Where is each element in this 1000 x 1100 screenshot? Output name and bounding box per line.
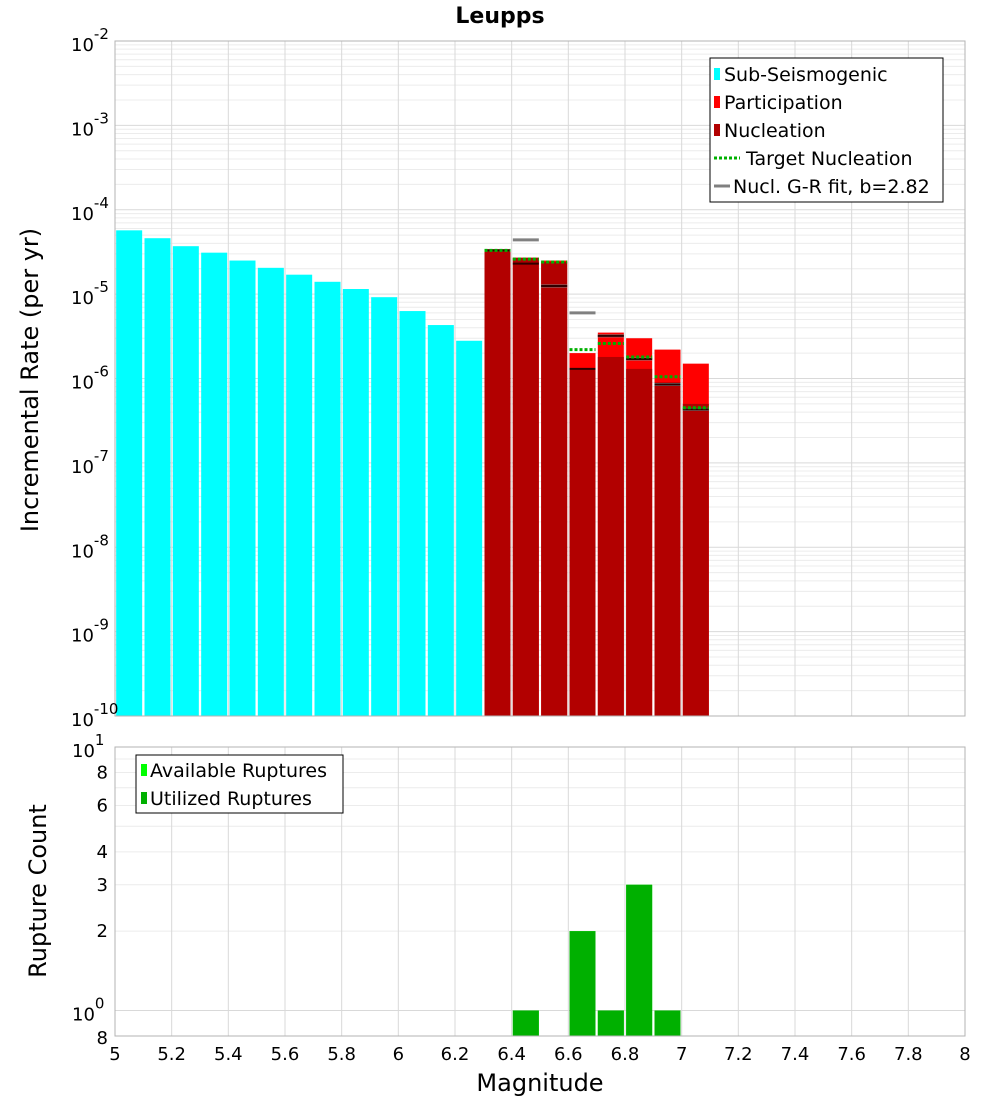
utilized-ruptures-bar xyxy=(654,1010,681,1036)
top-y-tick-label: 10-6 xyxy=(71,363,109,394)
nucleation-bar xyxy=(626,368,653,716)
legend-swatch xyxy=(714,68,720,80)
sub-seismogenic-bar xyxy=(116,230,143,716)
top-y-tick-label: 10-8 xyxy=(71,531,109,562)
bottom-y-tick-label: 8 xyxy=(97,1028,108,1049)
legend-swatch xyxy=(141,792,147,804)
sub-seismogenic-bar xyxy=(172,246,199,716)
top-y-tick-label: 10-9 xyxy=(71,616,109,647)
legend-swatch xyxy=(714,96,720,108)
bottom-y-tick-label: 3 xyxy=(97,875,108,896)
bottom-y-tick-label: 8 xyxy=(97,763,108,784)
legend-label: Available Ruptures xyxy=(150,760,327,782)
sub-seismogenic-bar xyxy=(342,289,369,716)
bottom-y-tick-label: 101 xyxy=(72,731,104,762)
chart-title: Leupps xyxy=(455,4,544,29)
top-y-tick-labels: 10-10 10-9 10-8 10-7 10-6 10-5 10-4 10-3 10-2 xyxy=(71,25,118,731)
sub-seismogenic-bar xyxy=(144,238,171,716)
sub-seismogenic-bar xyxy=(456,340,483,716)
legend-swatch xyxy=(714,124,720,136)
top-y-tick-label: 10-10 xyxy=(71,700,118,731)
top-y-axis-label: Incremental Rate (per yr) xyxy=(16,228,44,532)
legend-label: Nucleation xyxy=(724,120,826,142)
bottom-legend: Available Ruptures Utilized Ruptures xyxy=(135,754,344,814)
legend-label: Nucl. G-R fit, b=2.82 xyxy=(733,176,930,198)
top-grid xyxy=(114,40,966,717)
nucleation-bar xyxy=(654,382,681,716)
bottom-y-axis-label: Rupture Count xyxy=(24,804,52,978)
x-tick-label: 8 xyxy=(959,1044,970,1065)
nucleation-bar xyxy=(512,257,539,716)
x-tick-labels: 5 5.2 5.4 5.6 5.8 6 6.2 6.4 6.6 6.8 7 7.2 7.4 7.6 7.8 8 xyxy=(109,1044,970,1065)
utilized-ruptures-bar xyxy=(626,884,653,1036)
legend-label: Sub-Seismogenic xyxy=(724,64,888,86)
utilized-ruptures-bar xyxy=(512,1010,539,1036)
bottom-y-tick-label: 100 xyxy=(72,994,104,1025)
x-tick-label: 6 xyxy=(393,1044,404,1065)
x-tick-label: 7.4 xyxy=(781,1044,810,1065)
utilized-ruptures-bar xyxy=(569,931,596,1036)
top-lines xyxy=(484,238,709,411)
x-tick-label: 6.2 xyxy=(441,1044,470,1065)
x-tick-label: 7.6 xyxy=(837,1044,866,1065)
x-tick-label: 5.6 xyxy=(271,1044,300,1065)
x-tick-label: 5.2 xyxy=(157,1044,186,1065)
sub-seismogenic-bar xyxy=(229,260,256,716)
x-tick-label: 7.2 xyxy=(724,1044,753,1065)
sub-seismogenic-bar xyxy=(427,325,454,716)
top-y-tick-label: 10-5 xyxy=(71,278,109,309)
top-y-tick-label: 10-4 xyxy=(71,194,109,225)
sub-seismogenic-bar xyxy=(286,274,313,716)
legend-swatch xyxy=(141,764,147,776)
bottom-plot-border xyxy=(114,746,966,1037)
x-tick-label: 7.8 xyxy=(894,1044,923,1065)
bottom-y-tick-label: 2 xyxy=(97,921,108,942)
sub-seismogenic-bar xyxy=(399,311,426,716)
nucleation-bar xyxy=(541,262,568,716)
top-legend-box xyxy=(709,57,944,203)
top-legend: Sub-Seismogenic Participation Nucleation Ta… xyxy=(709,57,944,203)
x-tick-label: 6.6 xyxy=(554,1044,583,1065)
sub-seismogenic-bar xyxy=(371,297,398,716)
top-plot-border xyxy=(114,40,966,717)
nucleation-bar xyxy=(569,368,596,716)
sub-seismogenic-bar xyxy=(314,281,341,716)
top-y-tick-label: 10-2 xyxy=(71,25,109,56)
bottom-bars xyxy=(512,884,681,1036)
sub-seismogenic-bar xyxy=(201,252,228,716)
nucleation-bar xyxy=(597,356,624,716)
bottom-y-tick-label: 4 xyxy=(97,842,108,863)
x-axis-label: Magnitude xyxy=(476,1069,603,1097)
legend-label: Target Nucleation xyxy=(745,148,913,170)
nucleation-bar xyxy=(682,403,709,716)
top-y-tick-label: 10-7 xyxy=(71,447,109,478)
top-y-tick-label: 10-3 xyxy=(71,109,109,140)
x-tick-label: 5 xyxy=(109,1044,120,1065)
top-panel: 10-10 10-9 10-8 10-7 10-6 10-5 10-4 10-3 10-2 In… xyxy=(16,25,966,731)
sub-seismogenic-bar xyxy=(257,267,284,716)
legend-label: Utilized Ruptures xyxy=(150,788,312,810)
bottom-y-tick-label: 6 xyxy=(97,795,108,816)
x-tick-label: 6.4 xyxy=(497,1044,526,1065)
utilized-ruptures-bar xyxy=(597,1010,624,1036)
nucleation-bar xyxy=(484,249,511,716)
x-tick-label: 6.8 xyxy=(611,1044,640,1065)
x-tick-label: 5.4 xyxy=(214,1044,243,1065)
top-bars xyxy=(116,230,709,716)
bottom-legend-box xyxy=(135,754,344,814)
legend-label: Participation xyxy=(724,92,843,114)
x-tick-label: 7 xyxy=(676,1044,687,1065)
bottom-y-tick-labels: 8 2 3 4 6 8 100 101 xyxy=(72,731,108,1049)
bottom-panel: 8 2 3 4 6 8 100 101 5 5.2 5.4 5.6 5.8 6 6.2 6.4 6.6 6.8 7… xyxy=(24,731,971,1097)
x-tick-label: 5.8 xyxy=(327,1044,356,1065)
